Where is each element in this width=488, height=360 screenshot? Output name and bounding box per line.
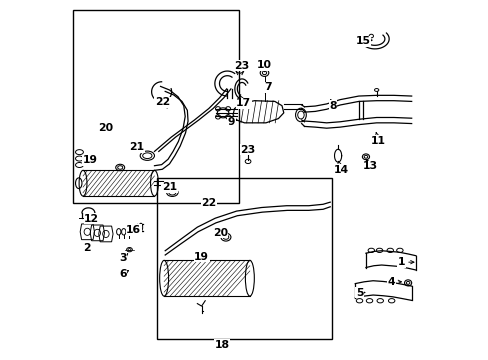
Text: 9: 9 (227, 117, 235, 127)
Text: 22: 22 (154, 97, 170, 108)
Bar (157, 178, 331, 339)
Text: 17: 17 (236, 95, 251, 108)
Text: 8: 8 (328, 99, 336, 111)
Text: 12: 12 (84, 213, 99, 224)
Text: 2: 2 (83, 243, 91, 253)
Text: 22: 22 (201, 198, 216, 208)
Text: 10: 10 (257, 60, 271, 72)
Text: 16: 16 (126, 224, 141, 235)
Text: 19: 19 (82, 156, 98, 165)
Text: 20: 20 (98, 123, 113, 133)
Text: 18: 18 (214, 340, 229, 350)
Text: 15: 15 (355, 36, 371, 46)
Text: 5: 5 (355, 288, 364, 297)
Text: 1: 1 (397, 257, 413, 267)
Bar (73, 10, 239, 203)
Text: 4: 4 (387, 277, 401, 287)
Text: 23: 23 (234, 61, 249, 71)
Text: 14: 14 (333, 161, 348, 175)
Text: 11: 11 (370, 132, 385, 146)
Text: 21: 21 (129, 142, 144, 152)
Text: 13: 13 (362, 160, 377, 171)
Text: 19: 19 (194, 252, 209, 262)
Text: 23: 23 (240, 145, 255, 155)
Text: 20: 20 (212, 228, 227, 238)
Text: 6: 6 (119, 269, 128, 279)
Text: 3: 3 (119, 253, 127, 263)
Text: 21: 21 (162, 182, 177, 192)
Text: 7: 7 (264, 82, 272, 93)
